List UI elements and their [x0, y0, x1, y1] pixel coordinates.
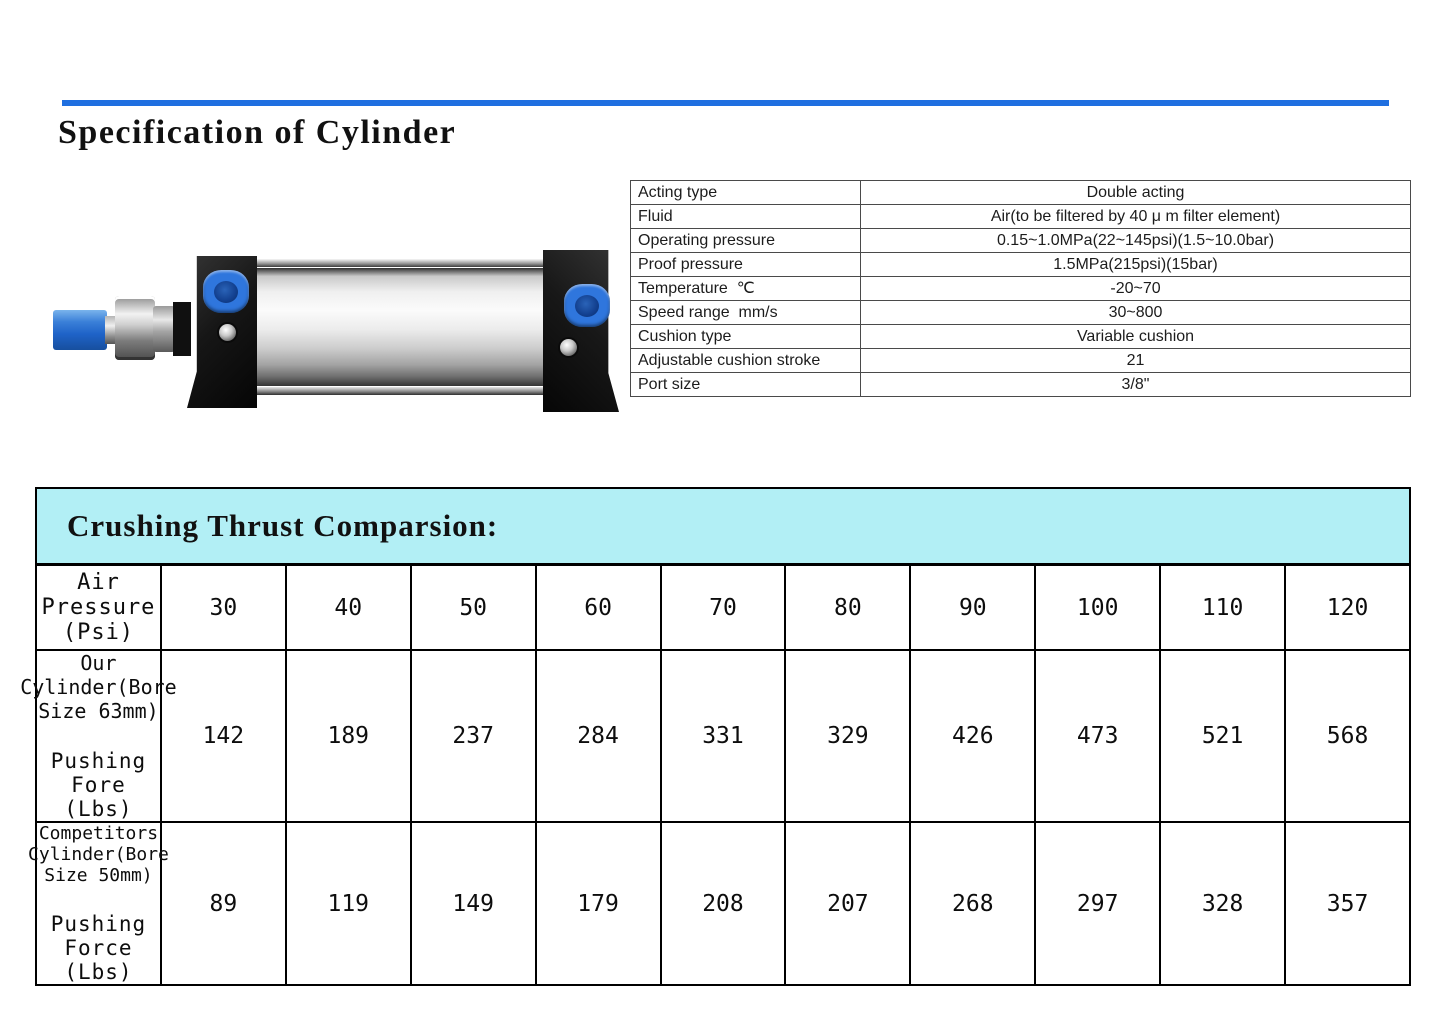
spec-value-cell: 30~800	[860, 300, 1411, 325]
force-cell: 284	[534, 649, 662, 823]
row-label-line2: Pushing Force (Lbs)	[50, 912, 147, 984]
row-label-line1: Our Cylinder(Bore Size 63mm)	[20, 651, 177, 723]
pressure-cell: 80	[784, 563, 912, 651]
spec-value-cell: 0.15~1.0MPa(22~145psi)(1.5~10.0bar)	[860, 228, 1411, 253]
force-cell: 179	[534, 821, 662, 986]
tie-rod-top	[240, 259, 555, 267]
comparison-header-cell: Crushing Thrust Comparsion:	[35, 487, 1411, 566]
force-cell: 89	[159, 821, 287, 986]
pressure-cell: 40	[284, 563, 412, 651]
cylinder-barrel	[240, 268, 555, 386]
pressure-cell: 90	[909, 563, 1037, 651]
force-cell: 357	[1284, 821, 1411, 986]
spec-row: Proof pressure 1.5MPa(215psi)(15bar)	[630, 252, 1411, 277]
air-port-right-icon	[564, 284, 610, 327]
spec-value-cell: Double acting	[860, 180, 1411, 205]
force-cell: 297	[1034, 821, 1162, 986]
air-port-left-hole	[214, 280, 238, 303]
force-cell: 521	[1159, 649, 1287, 823]
spec-row: Adjustable cushion stroke 21	[630, 348, 1411, 373]
spec-value-cell: 21	[860, 348, 1411, 373]
row-label-cell: Competitors Cylinder(Bore Size 50mm) Pus…	[28, 821, 169, 986]
comparison-table: Crushing Thrust Comparsion: Air Pressure…	[20, 487, 1411, 986]
air-port-right-hole	[575, 294, 599, 317]
spec-value-cell: 3/8"	[860, 372, 1411, 397]
spec-label-cell: Speed range mm/s	[630, 300, 861, 325]
our-cylinder-row: Our Cylinder(Bore Size 63mm) Pushing For…	[20, 649, 1411, 823]
top-accent-divider	[62, 100, 1389, 106]
force-cell: 119	[284, 821, 412, 986]
end-cap-right	[543, 250, 619, 412]
row-label-line1: Competitors Cylinder(Bore Size 50mm)	[28, 823, 169, 886]
force-cell: 329	[784, 649, 912, 823]
spec-value-cell: 1.5MPa(215psi)(15bar)	[860, 252, 1411, 277]
row-label-cell: Air Pressure (Psi)	[35, 563, 162, 651]
pressure-cell: 60	[534, 563, 662, 651]
pressure-cell: 70	[659, 563, 787, 651]
force-cell: 149	[409, 821, 537, 986]
screw-left-icon	[217, 322, 238, 343]
cylinder-product-image	[45, 240, 619, 415]
force-cell: 207	[784, 821, 912, 986]
pressure-cell: 100	[1034, 563, 1162, 651]
tie-rod-bottom	[240, 387, 555, 395]
force-cell: 268	[909, 821, 1037, 986]
screw-right-icon	[558, 337, 579, 358]
spec-label-cell: Cushion type	[630, 324, 861, 349]
comparison-title: Crushing Thrust Comparsion:	[67, 508, 499, 543]
force-cell: 473	[1034, 649, 1162, 823]
spec-value-cell: Variable cushion	[860, 324, 1411, 349]
pressure-cell: 50	[409, 563, 537, 651]
pressure-cell: 120	[1284, 563, 1411, 651]
spec-label-cell: Proof pressure	[630, 252, 861, 277]
rod-boss	[173, 302, 191, 356]
comparison-header-row: Crushing Thrust Comparsion:	[35, 487, 1411, 566]
spec-row: Cushion type Variable cushion	[630, 324, 1411, 349]
spec-row: Acting type Double acting	[630, 180, 1411, 205]
force-cell: 189	[284, 649, 412, 823]
rod-washer	[153, 306, 175, 352]
force-cell: 568	[1284, 649, 1411, 823]
specification-table: Acting type Double acting Fluid Air(to b…	[630, 180, 1411, 397]
row-label-cell: Our Cylinder(Bore Size 63mm) Pushing For…	[20, 649, 177, 823]
air-port-left-icon	[203, 270, 249, 313]
spec-row: Port size 3/8"	[630, 372, 1411, 397]
pressure-cell: 110	[1159, 563, 1287, 651]
spec-row: Speed range mm/s 30~800	[630, 300, 1411, 325]
spec-label-cell: Operating pressure	[630, 228, 861, 253]
row-label: Air Pressure (Psi)	[41, 570, 156, 645]
force-cell: 328	[1159, 821, 1287, 986]
spec-row: Operating pressure 0.15~1.0MPa(22~145psi…	[630, 228, 1411, 253]
spec-row: Fluid Air(to be filtered by 40 μ m filte…	[630, 204, 1411, 229]
rod-hex-nut	[115, 296, 155, 360]
spec-label-cell: Port size	[630, 372, 861, 397]
force-cell: 237	[409, 649, 537, 823]
spec-label-cell: Adjustable cushion stroke	[630, 348, 861, 373]
force-cell: 142	[159, 649, 287, 823]
air-pressure-row: Air Pressure (Psi) 30 40 50 60 70 80 90 …	[35, 563, 1411, 651]
force-cell: 331	[659, 649, 787, 823]
force-cell: 426	[909, 649, 1037, 823]
piston-rod-blue-cap	[53, 310, 107, 350]
spec-value-cell: -20~70	[860, 276, 1411, 301]
spec-label-cell: Fluid	[630, 204, 861, 229]
row-label-line2: Pushing Fore (Lbs)	[50, 749, 147, 821]
pressure-cell: 30	[159, 563, 287, 651]
competitor-cylinder-row: Competitors Cylinder(Bore Size 50mm) Pus…	[28, 821, 1411, 986]
piston-rod-collar	[105, 316, 117, 344]
spec-label-cell: Acting type	[630, 180, 861, 205]
spec-row: Temperature ℃ -20~70	[630, 276, 1411, 301]
page-title: Specification of Cylinder	[58, 114, 457, 151]
spec-label-cell: Temperature ℃	[630, 276, 861, 301]
force-cell: 208	[659, 821, 787, 986]
spec-value-cell: Air(to be filtered by 40 μ m filter elem…	[860, 204, 1411, 229]
